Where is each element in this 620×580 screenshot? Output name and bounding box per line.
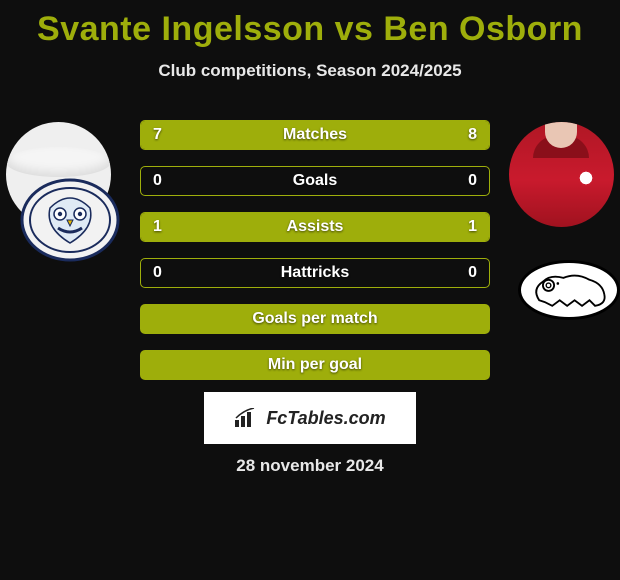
stat-row: Goals per match (140, 304, 490, 334)
player-left-club-badge (20, 178, 120, 263)
jersey-icon (509, 122, 614, 227)
comparison-panel: 78Matches 00Goals 11Assists 00Hattricks Goal… (0, 100, 620, 400)
stat-label: Matches (141, 121, 489, 149)
owl-badge-icon (20, 178, 120, 263)
page-title: Svante Ingelsson vs Ben Osborn (0, 0, 620, 49)
page-subtitle: Club competitions, Season 2024/2025 (0, 61, 620, 81)
player-right-club-badge (518, 260, 620, 320)
stat-row: 78Matches (140, 120, 490, 150)
stat-row: 00Goals (140, 166, 490, 196)
comparison-date: 28 november 2024 (0, 456, 620, 476)
ram-badge-icon (521, 263, 617, 317)
watermark-text: FcTables.com (266, 408, 385, 429)
watermark: FcTables.com (204, 392, 416, 444)
stat-row: Min per goal (140, 350, 490, 380)
stat-row: 00Hattricks (140, 258, 490, 288)
stats-bars: 78Matches 00Goals 11Assists 00Hattricks Goal… (140, 120, 490, 396)
fctables-logo-icon (234, 408, 260, 428)
stat-label: Hattricks (141, 259, 489, 287)
placeholder-head-icon (6, 147, 111, 177)
stat-label: Min per goal (141, 351, 489, 379)
stat-row: 11Assists (140, 212, 490, 242)
stat-label: Goals (141, 167, 489, 195)
player-right-avatar (509, 122, 614, 227)
stat-label: Goals per match (141, 305, 489, 333)
stat-label: Assists (141, 213, 489, 241)
